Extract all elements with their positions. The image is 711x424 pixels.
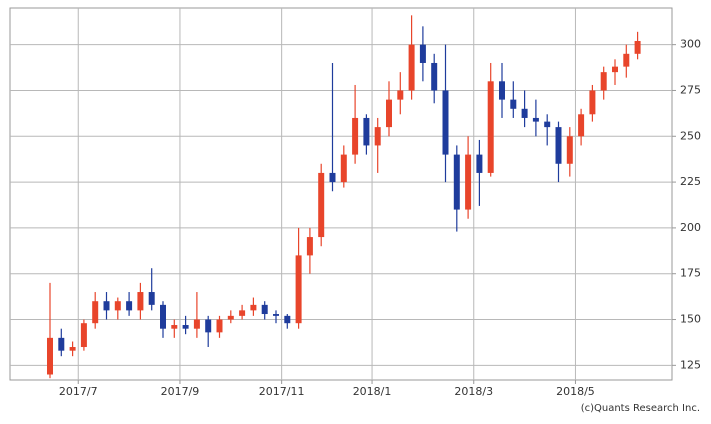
- credit: (c)Quants Research Inc.: [581, 403, 700, 414]
- candle-body: [544, 121, 551, 128]
- candle-body: [261, 304, 268, 315]
- candle-body: [386, 99, 392, 128]
- x-tick-label: 2017/9: [161, 385, 200, 398]
- candle-body: [634, 40, 641, 54]
- candle-body: [284, 315, 291, 324]
- y-tick-label: 200: [680, 221, 701, 234]
- candle-body: [397, 90, 404, 100]
- candle-body: [566, 136, 573, 164]
- candle-body: [182, 325, 189, 329]
- candle-body: [453, 154, 460, 210]
- candle-body: [160, 304, 166, 329]
- y-tick-label: 225: [680, 175, 701, 188]
- candle-body: [532, 117, 539, 122]
- candle-body: [623, 53, 630, 67]
- y-tick-label: 150: [680, 313, 701, 326]
- candle-body: [465, 154, 472, 210]
- y-tick-label: 175: [680, 267, 701, 280]
- candle-body: [555, 127, 562, 164]
- candle-body: [476, 154, 483, 173]
- x-tick-label: 2017/7: [59, 385, 98, 398]
- candle-body: [499, 81, 505, 100]
- candle-body: [92, 301, 99, 324]
- candle-body: [216, 319, 223, 333]
- x-tick-label: 2018/3: [454, 385, 493, 398]
- y-tick-label: 275: [680, 83, 701, 96]
- candle-body: [114, 301, 121, 311]
- candle-body: [374, 127, 381, 146]
- plot-frame: [9, 7, 673, 381]
- candle-body: [589, 90, 596, 115]
- candle-body: [58, 337, 65, 351]
- candle-body: [352, 117, 359, 155]
- candle-body: [69, 347, 76, 351]
- candle-body: [193, 319, 200, 329]
- candle-body: [419, 44, 426, 63]
- y-tick-label: 250: [680, 129, 701, 142]
- candle-body: [578, 114, 585, 137]
- candle-body: [227, 315, 234, 320]
- candle-body: [329, 172, 336, 183]
- candle-body: [442, 90, 449, 155]
- candle-body: [137, 292, 144, 311]
- candle-body: [148, 292, 155, 305]
- candle-body: [47, 337, 53, 375]
- candle-body: [295, 255, 302, 324]
- candle-body: [340, 154, 347, 183]
- candle-body: [521, 108, 528, 118]
- candle-body: [487, 81, 494, 173]
- candle-body: [205, 319, 212, 333]
- candle-body: [306, 237, 313, 256]
- candle-body: [273, 314, 279, 316]
- candle-body: [126, 301, 133, 311]
- candle-body: [250, 304, 257, 311]
- candle-body: [612, 66, 618, 73]
- x-tick-label: 2018/1: [353, 385, 392, 398]
- y-tick-label: 300: [680, 38, 701, 51]
- candle-body: [103, 301, 110, 311]
- candle-body: [408, 44, 415, 91]
- candle-body: [600, 72, 607, 91]
- candle-body: [510, 99, 517, 109]
- candle-body: [363, 117, 370, 146]
- y-tick-label: 125: [680, 358, 701, 371]
- candle-body: [171, 325, 178, 329]
- x-tick-label: 2017/11: [259, 385, 305, 398]
- x-tick-label: 2018/5: [556, 385, 595, 398]
- candle-body: [80, 323, 87, 348]
- candle-body: [239, 310, 246, 316]
- candle-body: [318, 172, 325, 238]
- candle-body: [431, 62, 438, 91]
